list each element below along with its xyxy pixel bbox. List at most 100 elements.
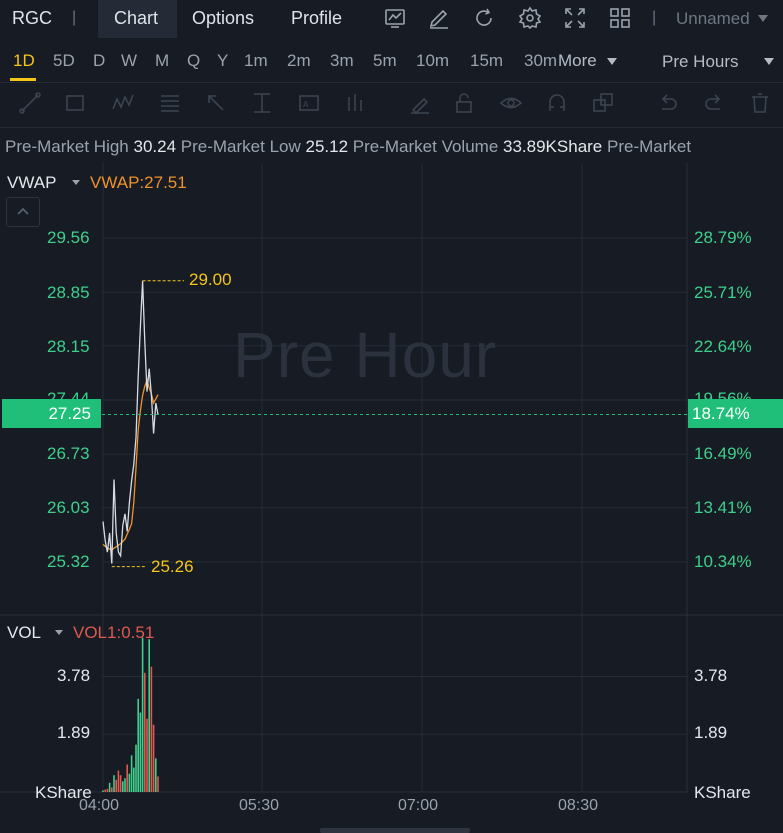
vol-indicator-name[interactable]: VOL — [7, 623, 42, 642]
vwap-line — [102, 378, 159, 551]
premarket-low-value: 25.12 — [305, 137, 349, 156]
indicator-icon[interactable] — [343, 91, 367, 115]
session-high-label: 29.00 — [189, 270, 232, 289]
fib-icon[interactable] — [158, 91, 182, 115]
vwap-indicator-value: VWAP:27.51 — [90, 173, 187, 192]
volume-bar — [111, 787, 113, 792]
volume-tick: 1.89 — [694, 723, 728, 742]
premarket-volume-value: 33.89KShare — [503, 137, 603, 156]
arrow-tool-icon[interactable] — [204, 91, 228, 115]
brush-icon[interactable] — [408, 91, 432, 115]
time-tick: 07:00 — [398, 797, 439, 814]
volume-bar — [117, 770, 120, 792]
chart-type-icon[interactable] — [383, 6, 407, 30]
tab-profile[interactable]: Profile — [291, 8, 343, 28]
svg-text:A: A — [303, 100, 309, 109]
volume-bar — [139, 712, 142, 792]
chevron-down-icon[interactable] — [758, 15, 768, 23]
period-5m[interactable]: 5m — [373, 51, 397, 70]
volume-unit-right: KShare — [694, 783, 751, 802]
ticker-symbol[interactable]: RGC — [12, 8, 52, 28]
lock-icon[interactable] — [452, 91, 476, 115]
period-week[interactable]: W — [121, 51, 138, 70]
layout-grid-icon[interactable] — [608, 6, 632, 30]
period-5d[interactable]: 5D — [53, 51, 75, 70]
volume-bar — [106, 788, 109, 792]
time-tick: 05:30 — [239, 797, 280, 814]
current-price-tag: 27.25 — [2, 399, 101, 428]
period-10m[interactable]: 10m — [416, 51, 450, 70]
volume-bar — [124, 778, 126, 792]
price-tick: 26.03 — [47, 498, 90, 517]
volume-bar — [135, 744, 137, 792]
volume-unit-left: KShare — [35, 783, 92, 802]
period-30m[interactable]: 30m — [524, 51, 558, 70]
session-watermark: Pre Hour — [233, 319, 498, 391]
divider: | — [652, 9, 657, 26]
period-quarter[interactable]: Q — [187, 51, 201, 70]
period-1m[interactable]: 1m — [244, 51, 268, 70]
volume-bar — [115, 779, 117, 792]
chevron-down-icon[interactable] — [607, 58, 617, 66]
refresh-icon[interactable] — [472, 6, 496, 30]
volume-bar — [126, 764, 128, 792]
period-month[interactable]: M — [155, 51, 170, 70]
tab-label: Chart — [114, 8, 159, 28]
chevron-down-icon[interactable] — [764, 58, 774, 66]
percent-tick: 28.79% — [694, 228, 752, 247]
price-chart[interactable] — [0, 163, 783, 833]
magnet-icon[interactable] — [545, 91, 569, 115]
session-low-label: 25.26 — [151, 557, 194, 576]
active-period-underline — [10, 78, 36, 81]
price-tick: 25.32 — [47, 552, 90, 571]
rectangle-icon[interactable] — [63, 91, 87, 115]
session-selector[interactable]: Pre Hours — [662, 52, 739, 71]
period-15m[interactable]: 15m — [470, 51, 504, 70]
period-year[interactable]: Y — [217, 51, 229, 70]
chevron-down-icon[interactable] — [55, 630, 63, 636]
delete-icon[interactable] — [748, 91, 772, 115]
price-tick: 26.73 — [47, 444, 90, 463]
trend-line-icon[interactable] — [18, 91, 42, 115]
vwap-indicator-name[interactable]: VWAP — [7, 173, 57, 192]
volume-bar — [108, 782, 111, 792]
undo-icon[interactable] — [656, 91, 680, 115]
more-periods-button[interactable]: More — [558, 51, 597, 70]
tab-options[interactable]: Options — [192, 8, 255, 28]
premarket-volume-label: Pre-Market Volume — [352, 137, 499, 156]
premarket-high-value: 30.24 — [133, 137, 177, 156]
settings-icon[interactable] — [518, 6, 542, 30]
volume-bar — [119, 775, 122, 792]
volume-bar — [102, 790, 104, 792]
redo-icon[interactable] — [702, 91, 726, 115]
volume-bar — [155, 758, 157, 792]
price-tick: 29.56 — [47, 228, 90, 247]
current-percent-value: 18.74% — [692, 404, 750, 423]
percent-tick: 13.41% — [694, 498, 752, 517]
chevron-down-icon[interactable] — [72, 180, 80, 186]
fullscreen-icon[interactable] — [563, 6, 587, 30]
text-note-icon[interactable]: A — [297, 91, 321, 115]
volume-bar — [146, 718, 148, 792]
period-bar — [0, 38, 783, 83]
volume-bar — [157, 776, 159, 792]
premarket-info: Pre-Market High 30.24 Pre-Market Low 25.… — [0, 128, 783, 162]
volume-bar — [113, 775, 115, 792]
layout-name[interactable]: Unnamed — [676, 9, 750, 28]
measure-icon[interactable] — [250, 91, 274, 115]
chart-scroll-handle[interactable] — [320, 828, 470, 833]
volume-tick: 3.78 — [57, 666, 91, 685]
period-3m[interactable]: 3m — [330, 51, 354, 70]
eye-icon[interactable] — [499, 91, 523, 115]
collapse-button[interactable] — [6, 197, 40, 227]
premarket-stats: Pre-Market High 30.24 Pre-Market Low 25.… — [5, 137, 691, 157]
period-day[interactable]: D — [93, 51, 106, 70]
period-2m[interactable]: 2m — [287, 51, 311, 70]
draw-pen-icon[interactable] — [427, 6, 451, 30]
vol-indicator-value: VOL1:0.51 — [73, 623, 155, 642]
tab-chart[interactable]: Chart — [98, 0, 177, 38]
period-1d[interactable]: 1D — [13, 51, 35, 70]
pattern-icon[interactable] — [111, 91, 135, 115]
current-percent-tag: 18.74% — [688, 399, 783, 428]
clone-icon[interactable] — [591, 91, 615, 115]
